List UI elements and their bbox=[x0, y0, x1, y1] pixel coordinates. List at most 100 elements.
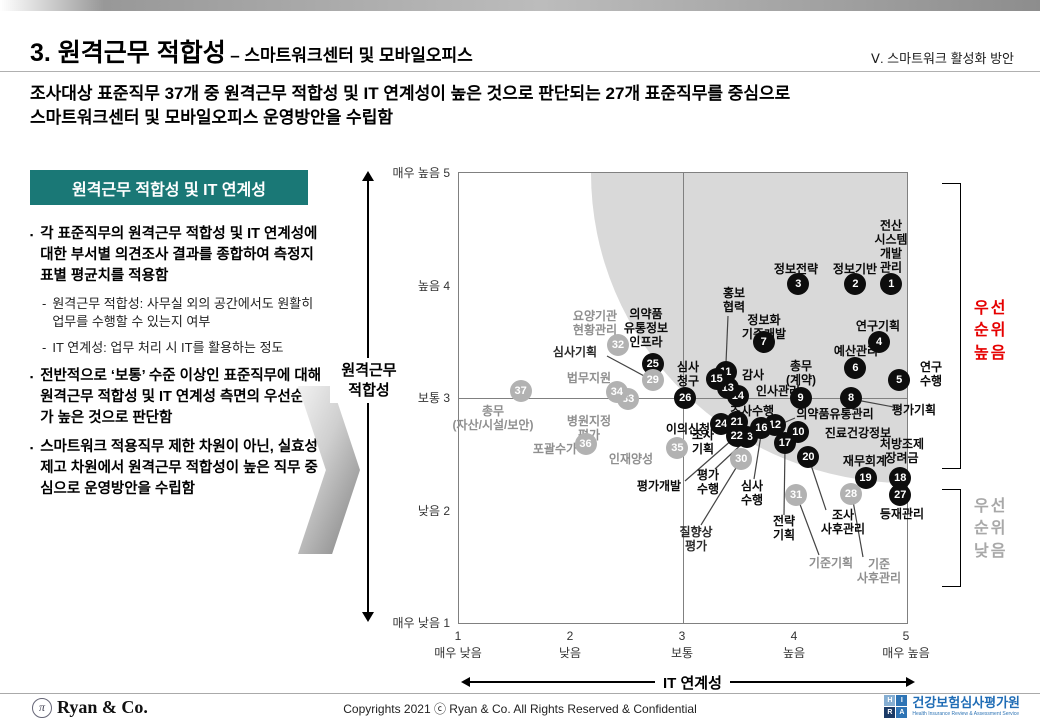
scatter-plot: 전산 시스템 개발 관리 1 정보기반 2 정보전략 3 연구기획 4 연구 수행 5 예산관리 6 정… bbox=[453, 172, 942, 624]
bullet-text: 전반적으로 ‘보통’ 수준 이상인 표준직무에 대해 원격근무 적합성 및 IT… bbox=[40, 367, 322, 426]
sub-bullet-item: - 원격근무 적합성: 사무실 외의 공간에서도 원활히 업무를 수행할 수 있… bbox=[42, 295, 322, 331]
x-tick-label: 4 높음 bbox=[782, 629, 806, 660]
x-tick-label: 5 매우 높음 bbox=[882, 629, 930, 660]
header-divider bbox=[0, 71, 1040, 72]
point-label-15: 심사 청구 bbox=[676, 359, 700, 388]
priority-high-label: 우선 순위 높음 bbox=[974, 300, 1008, 362]
chart-point-3: 3 bbox=[787, 273, 810, 296]
point-label-5: 연구 수행 bbox=[919, 359, 943, 388]
bracket-priority-low bbox=[942, 489, 961, 587]
x-tick-label: 1 매우 낮음 bbox=[434, 629, 482, 660]
point-label-35: 인재양성 bbox=[608, 451, 654, 466]
bullet-text: 스마트워크 적용직무 제한 차원이 아닌, 실효성 제고 차원에서 원격근무 적… bbox=[40, 438, 318, 497]
point-label-25: 의약품 유통정보 인프라 bbox=[623, 306, 669, 350]
dash-icon: - bbox=[42, 340, 47, 356]
point-label-36: 포괄수가 bbox=[532, 441, 578, 456]
chart-point-9: 9 bbox=[789, 387, 812, 409]
hira-logo-tagline: Health Insurance Review & Assessment Ser… bbox=[912, 710, 1020, 717]
arrow-left-icon bbox=[461, 677, 470, 687]
pi-circle-icon: π bbox=[32, 697, 52, 718]
point-label-30: 질향상 평가 bbox=[679, 524, 713, 553]
hira-logo-name: 건강보험심사평가원 bbox=[912, 695, 1020, 711]
bracket-priority-high bbox=[942, 183, 961, 469]
chart-point-20: 20 bbox=[797, 445, 820, 468]
point-label-34: 법무지원 bbox=[566, 370, 612, 385]
chart-point-18: 18 bbox=[889, 466, 912, 489]
point-label-1: 전산 시스템 개발 관리 bbox=[874, 218, 908, 276]
chart-point-31: 31 bbox=[785, 483, 808, 506]
chart-point-22: 22 bbox=[725, 425, 748, 448]
point-label-10: 진료건강정보 bbox=[824, 425, 892, 440]
bullet-item: ▪ 전반적으로 ‘보통’ 수준 이상인 표준직무에 대해 원격근무 적합성 및 … bbox=[30, 366, 322, 429]
point-label-32: 요양기관 현황관리 bbox=[572, 308, 618, 337]
chart-point-26: 26 bbox=[674, 387, 697, 409]
chart-point-8: 8 bbox=[840, 387, 862, 409]
chart-point-5: 5 bbox=[888, 369, 911, 391]
chart-point-27: 27 bbox=[889, 483, 912, 506]
chart-point-16: 16 bbox=[750, 417, 773, 440]
point-label-11: 홍보 협력 bbox=[722, 285, 746, 314]
chart-point-32: 32 bbox=[607, 334, 630, 357]
chart-point-17: 17 bbox=[773, 432, 796, 454]
sidebar-bullets: ▪ 각 표준직무의 원격근무 적합성 및 IT 연계성에 대한 부서별 의견조사… bbox=[30, 224, 322, 508]
point-label-27: 등재관리 bbox=[879, 506, 925, 521]
ryan-logo: π Ryan & Co. bbox=[32, 697, 148, 718]
point-label-4: 연구기획 bbox=[855, 318, 901, 333]
hira-logo-icon: H I R A bbox=[884, 695, 908, 718]
y-tick-label: 낮음 2 bbox=[417, 503, 450, 518]
point-label-19: 재무회계 bbox=[842, 453, 888, 468]
page-title-sub: – 스마트워크센터 및 모바일오피스 bbox=[230, 46, 473, 65]
chart-point-36: 36 bbox=[574, 433, 597, 456]
chart-point-37: 37 bbox=[509, 380, 532, 403]
ryan-logo-text: Ryan & Co. bbox=[57, 697, 148, 717]
hira-square-a: A bbox=[896, 707, 908, 718]
chart-point-7: 7 bbox=[752, 330, 775, 353]
y-tick-label: 매우 낮음 1 bbox=[392, 616, 450, 630]
point-label-26: 이의신청 bbox=[665, 421, 711, 436]
point-label-20: 조사 사후관리 bbox=[820, 507, 866, 536]
chart-point-34: 34 bbox=[605, 381, 628, 404]
point-label-28: 기준 사후관리 bbox=[856, 556, 902, 585]
point-label-23: 평가 수행 bbox=[696, 467, 720, 496]
chart-point-1: 1 bbox=[880, 273, 903, 296]
sub-bullet-text: IT 연계성: 업무 처리 시 IT를 활용하는 정도 bbox=[52, 340, 284, 356]
sub-bullet-item: - IT 연계성: 업무 처리 시 IT를 활용하는 정도 bbox=[42, 339, 322, 357]
y-axis-title: 원격근무 적합성 bbox=[330, 358, 408, 403]
point-label-9: 총무 (계약) bbox=[785, 358, 817, 387]
y-tick-label: 보통 3 bbox=[417, 391, 450, 405]
chart-point-30: 30 bbox=[730, 447, 753, 470]
bullet-icon: ▪ bbox=[30, 230, 34, 240]
hira-square-i: I bbox=[896, 695, 908, 706]
section-label: Ⅴ. 스마트워크 활성화 방안 bbox=[871, 51, 1014, 66]
point-label-3: 정보전략 bbox=[773, 261, 819, 276]
point-label-22: 평가개발 bbox=[636, 478, 682, 493]
bullet-text: 각 표준직무의 원격근무 적합성 및 IT 연계성에 대한 부서별 의견조사 결… bbox=[40, 226, 318, 285]
bullet-item: ▪ 각 표준직무의 원격근무 적합성 및 IT 연계성에 대한 부서별 의견조사… bbox=[30, 224, 322, 287]
priority-low-label: 우선 순위 낮음 bbox=[974, 498, 1008, 560]
footer-divider bbox=[0, 693, 1040, 694]
arrow-up-icon bbox=[362, 171, 374, 181]
slide-summary: 조사대상 표준직무 37개 중 원격근무 적합성 및 IT 연계성이 높은 것으… bbox=[30, 84, 791, 128]
x-axis-title: IT 연계성 bbox=[655, 672, 730, 693]
top-gradient-bar bbox=[0, 0, 1040, 11]
arrow-right-icon bbox=[906, 677, 915, 687]
point-label-8: 평가기획 bbox=[891, 402, 937, 417]
chart-point-35: 35 bbox=[666, 436, 689, 459]
hira-logo: H I R A 건강보험심사평가원 Health Insurance Revie… bbox=[884, 695, 1020, 718]
chart-point-19: 19 bbox=[854, 466, 877, 489]
point-label-6: 예산관리 bbox=[833, 343, 879, 358]
y-tick-label: 매우 높음 5 bbox=[392, 166, 450, 180]
dash-icon: - bbox=[42, 296, 47, 312]
sidebar-header: 원격근무 적합성 및 IT 연계성 bbox=[30, 170, 308, 205]
chart-point-28: 28 bbox=[840, 482, 862, 505]
point-label-37: 총무 (자산/시설/보안) bbox=[452, 403, 534, 432]
point-label-13: 감사 bbox=[741, 367, 765, 382]
chart-point-4: 4 bbox=[868, 330, 890, 353]
x-tick-label: 3 보통 bbox=[670, 629, 694, 660]
point-label-17: 전략 기획 bbox=[772, 513, 796, 542]
point-label-18: 처방조제 장려금 bbox=[879, 436, 925, 465]
sub-bullet-text: 원격근무 적합성: 사무실 외의 공간에서도 원활히 업무를 수행할 수 있는지… bbox=[52, 296, 314, 330]
chart-point-15: 15 bbox=[705, 367, 728, 390]
bullet-item: ▪ 스마트워크 적용직무 제한 차원이 아닌, 실효성 제고 차원에서 원격근무… bbox=[30, 437, 322, 500]
